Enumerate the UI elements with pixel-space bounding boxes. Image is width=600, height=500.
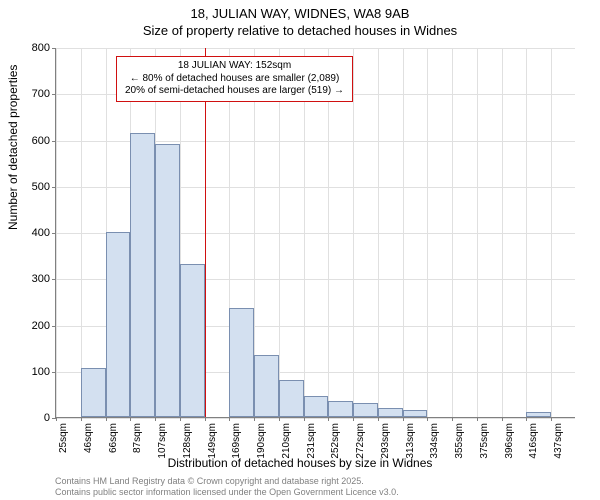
gridline-h [56,48,575,49]
x-tick-label: 210sqm [281,423,292,459]
x-tick-label: 149sqm [207,423,218,459]
x-tick-label: 25sqm [58,423,69,453]
x-tick-mark [353,417,354,421]
y-axis-label: Number of detached properties [6,65,20,230]
histogram-bar [304,396,329,417]
x-tick-label: 375sqm [479,423,490,459]
histogram-bar [403,410,428,417]
x-tick-label: 128sqm [182,423,193,459]
annotation-line: 20% of semi-detached houses are larger (… [125,85,344,98]
x-tick-label: 66sqm [108,423,119,453]
x-tick-label: 416sqm [528,423,539,459]
x-tick-mark [155,417,156,421]
x-tick-mark [452,417,453,421]
gridline-v [452,48,453,417]
x-tick-label: 355sqm [454,423,465,459]
histogram-bar [279,380,304,417]
x-tick-mark [304,417,305,421]
x-tick-mark [427,417,428,421]
histogram-bar [353,403,378,417]
gridline-v [551,48,552,417]
x-tick-mark [526,417,527,421]
gridline-v [328,48,329,417]
histogram-bar [130,133,155,417]
chart-title-sub: Size of property relative to detached ho… [0,23,600,38]
histogram-bar [180,264,205,417]
x-tick-label: 272sqm [355,423,366,459]
histogram-bar [229,308,254,417]
annotation-box: 18 JULIAN WAY: 152sqm← 80% of detached h… [116,56,353,102]
x-tick-label: 396sqm [504,423,515,459]
x-tick-mark [205,417,206,421]
gridline-v [353,48,354,417]
x-tick-label: 190sqm [256,423,267,459]
x-tick-mark [477,417,478,421]
histogram-bar [155,144,180,417]
x-tick-mark [502,417,503,421]
gridline-v [526,48,527,417]
gridline-v [502,48,503,417]
gridline-v [403,48,404,417]
x-tick-mark [106,417,107,421]
histogram-bar [81,368,106,417]
chart-title-main: 18, JULIAN WAY, WIDNES, WA8 9AB [0,6,600,21]
x-tick-label: 334sqm [429,423,440,459]
x-tick-mark [81,417,82,421]
gridline-v [81,48,82,417]
gridline-h [56,418,575,419]
x-tick-label: 293sqm [380,423,391,459]
x-tick-label: 231sqm [306,423,317,459]
histogram-chart: 18, JULIAN WAY, WIDNES, WA8 9AB Size of … [0,0,600,500]
x-tick-label: 313sqm [405,423,416,459]
x-tick-label: 46sqm [83,423,94,453]
x-tick-mark [254,417,255,421]
annotation-line: ← 80% of detached houses are smaller (2,… [125,73,344,86]
x-tick-mark [403,417,404,421]
gridline-v [56,48,57,417]
gridline-v [279,48,280,417]
histogram-bar [526,412,551,417]
histogram-bar [106,232,131,417]
x-tick-mark [378,417,379,421]
x-tick-label: 169sqm [231,423,242,459]
x-tick-mark [130,417,131,421]
footer-line-2: Contains public sector information licen… [55,487,399,498]
x-tick-label: 252sqm [330,423,341,459]
gridline-v [304,48,305,417]
x-tick-label: 107sqm [157,423,168,459]
x-tick-mark [180,417,181,421]
reference-line [205,48,207,417]
x-tick-mark [551,417,552,421]
x-tick-mark [56,417,57,421]
plot-area: 010020030040050060070080025sqm46sqm66sqm… [55,48,575,418]
gridline-v [378,48,379,417]
histogram-bar [254,355,279,417]
annotation-line: 18 JULIAN WAY: 152sqm [125,60,344,73]
histogram-bar [328,401,353,417]
histogram-bar [378,408,403,417]
attribution-footer: Contains HM Land Registry data © Crown c… [55,476,399,499]
x-tick-mark [279,417,280,421]
gridline-v [427,48,428,417]
x-tick-mark [328,417,329,421]
x-tick-mark [229,417,230,421]
gridline-v [477,48,478,417]
x-tick-label: 437sqm [553,423,564,459]
x-axis-label: Distribution of detached houses by size … [0,456,600,470]
footer-line-1: Contains HM Land Registry data © Crown c… [55,476,399,487]
x-tick-label: 87sqm [132,423,143,453]
